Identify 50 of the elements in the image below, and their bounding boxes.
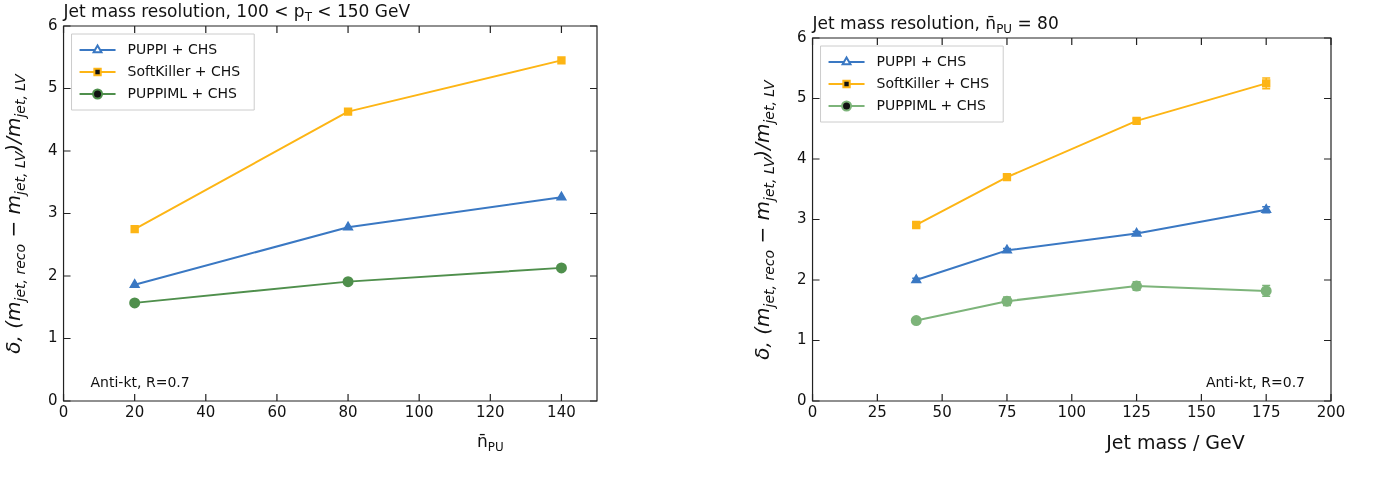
legend-label: PUPPI + CHS	[127, 40, 218, 57]
point	[343, 221, 353, 231]
x-tick-label: 100	[1057, 402, 1087, 421]
x-tick-label: 150	[1187, 402, 1216, 421]
y-tick-label: 4	[797, 148, 807, 167]
chart-title: Jet mass resolution, n̄$_{PU}$ = 80	[812, 13, 1059, 37]
x-tick-label: 50	[932, 402, 952, 421]
y-tick-label: 5	[797, 88, 807, 107]
x-tick-label: 40	[196, 402, 216, 421]
legend-label: PUPPI + CHS	[876, 52, 967, 69]
y-tick-label: 1	[48, 328, 58, 347]
point	[343, 107, 353, 116]
point	[555, 262, 567, 274]
y-tick-label: 4	[48, 140, 58, 159]
point	[556, 191, 567, 201]
x-tick-label: 175	[1251, 402, 1281, 421]
x-tick-label: 125	[1122, 402, 1151, 421]
y-tick-label: 0	[797, 390, 807, 409]
y-tick-label: 5	[48, 78, 58, 97]
x-tick-label: 200	[1316, 402, 1346, 421]
legend-label: SoftKiller + CHS	[876, 74, 990, 91]
chart-title: Jet mass resolution, 100 < p$_{T}$ < 150 GeV	[63, 1, 411, 25]
y-tick-label: 1	[797, 330, 807, 349]
y-tick-label: 6	[797, 27, 807, 46]
y-tick-label: 3	[48, 203, 58, 222]
x-tick-label: 100	[404, 402, 434, 421]
legend-label: SoftKiller + CHS	[127, 62, 241, 79]
x-tick-label: 140	[547, 402, 576, 421]
x-tick-label: 75	[997, 402, 1017, 421]
point	[130, 224, 139, 234]
x-tick-label: 60	[267, 402, 287, 421]
point	[129, 279, 140, 288]
x-tick-label: 80	[338, 402, 358, 421]
x-axis-title: Jet mass / GeV	[1106, 431, 1245, 453]
legend-label: PUPPIML + CHS	[127, 84, 238, 101]
y-tick-label: 2	[48, 265, 58, 284]
point	[342, 276, 354, 288]
x-tick-label: 120	[475, 402, 505, 421]
point	[129, 297, 141, 309]
y-tick-label: 2	[797, 269, 807, 288]
annotation: Anti-kt, R=0.7	[1205, 374, 1305, 390]
point	[557, 56, 566, 65]
y-tick-label: 0	[48, 390, 58, 409]
x-tick-label: 20	[125, 402, 145, 421]
y-tick-label: 3	[797, 209, 807, 228]
y-tick-label: 6	[48, 15, 58, 34]
legend-label: PUPPIML + CHS	[876, 96, 987, 113]
x-tick-label: 25	[867, 402, 887, 421]
x-axis-title: n̄$_{PU}$	[476, 431, 504, 455]
annotation: Anti-kt, R=0.7	[90, 374, 190, 390]
